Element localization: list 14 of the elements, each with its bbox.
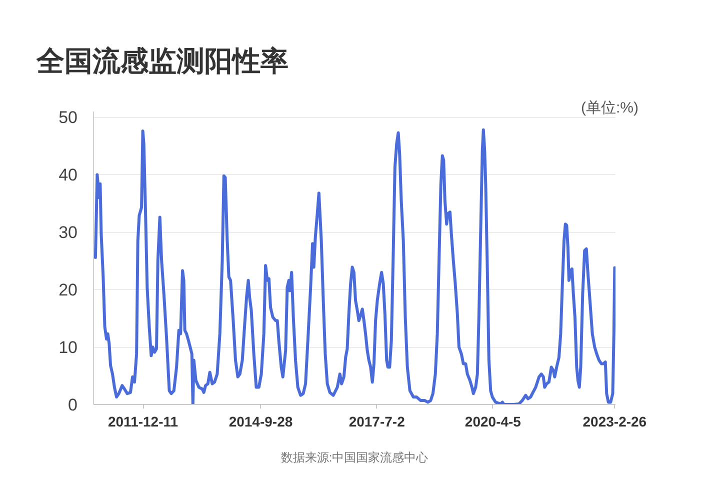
y-tick-label: 20 [58,280,78,300]
x-tick-label: 2011-12-11 [108,414,178,430]
source-note: 数据来源:中国国家流感中心 [280,450,428,464]
x-tick-label: 2014-9-28 [228,414,293,430]
y-tick-label: 40 [58,166,78,185]
y-tick-label: 10 [58,338,78,358]
x-tick-label: 2023-2-26 [582,414,647,430]
chart-title: 全国流感监测阳性率 [36,46,288,76]
x-tick-label: 2017-7-2 [348,414,406,430]
y-tick-label: 0 [68,396,78,414]
x-tick-label: 2020-4-5 [464,414,522,430]
y-tick-label: 50 [58,108,78,128]
y-axis-title: (单位:%) [581,100,639,116]
y-tick-label: 30 [58,223,78,242]
